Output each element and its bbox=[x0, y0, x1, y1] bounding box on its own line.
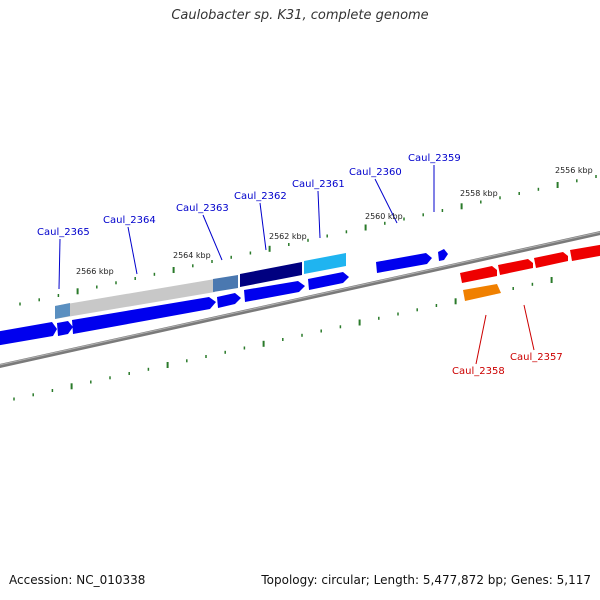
kbp-label: 2566 kbp bbox=[76, 267, 114, 276]
kbp-label: 2558 kbp bbox=[460, 189, 498, 198]
kbp-label: 2562 kbp bbox=[269, 232, 307, 241]
map-title: Caulobacter sp. K31, complete genome bbox=[171, 8, 429, 23]
gene-label[interactable]: Caul_2361 bbox=[292, 179, 345, 190]
summary-text: Topology: circular; Length: 5,477,872 bp… bbox=[261, 573, 591, 587]
gene-arrow[interactable] bbox=[217, 293, 241, 308]
gene-label[interactable]: Caul_2358 bbox=[452, 366, 505, 377]
gene-arrow[interactable] bbox=[460, 266, 497, 283]
gene-label[interactable]: Caul_2363 bbox=[176, 203, 229, 214]
gene-arrow[interactable] bbox=[72, 297, 216, 334]
kbp-label: 2564 kbp bbox=[173, 251, 211, 260]
gene-label[interactable]: Caul_2362 bbox=[234, 191, 287, 202]
gene-label[interactable]: Caul_2359 bbox=[408, 153, 461, 164]
gene-label[interactable]: Caul_2357 bbox=[510, 352, 563, 363]
gene-arrow[interactable] bbox=[376, 253, 432, 273]
gene-caul-2361[interactable] bbox=[304, 253, 346, 274]
gene-arrow[interactable] bbox=[534, 252, 568, 268]
gene-label[interactable]: Caul_2365 bbox=[37, 227, 90, 238]
gene-label[interactable]: Caul_2360 bbox=[349, 167, 402, 178]
gene-arrow[interactable] bbox=[570, 244, 600, 261]
gene-label[interactable]: Caul_2364 bbox=[103, 215, 156, 226]
tick-rows bbox=[13, 175, 597, 401]
gene-caul-2363[interactable] bbox=[240, 262, 302, 287]
accession-text: Accession: NC_010338 bbox=[9, 573, 146, 587]
genome-backbone bbox=[0, 231, 600, 368]
gene-arrow[interactable] bbox=[438, 249, 448, 261]
gene-arrow[interactable] bbox=[244, 281, 305, 302]
kbp-label: 2556 kbp bbox=[555, 166, 593, 175]
gene-arrow[interactable] bbox=[498, 259, 533, 275]
gene-arrow[interactable] bbox=[57, 321, 73, 336]
kbp-label: 2560 kbp bbox=[365, 212, 403, 221]
gene-caul-2358[interactable] bbox=[463, 284, 501, 301]
gene-caul-2364[interactable] bbox=[213, 275, 238, 292]
gene-caul-2365[interactable] bbox=[55, 279, 215, 319]
gene-arrow[interactable] bbox=[0, 322, 57, 346]
gene-arrow[interactable] bbox=[308, 272, 349, 290]
